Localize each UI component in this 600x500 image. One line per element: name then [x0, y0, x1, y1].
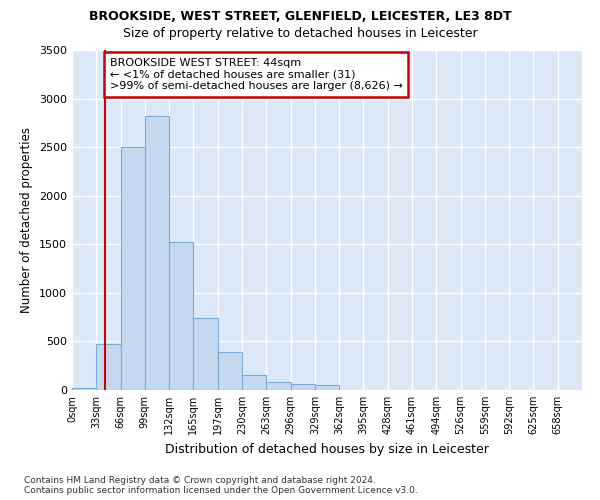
- Bar: [96, 344, 121, 390]
- Y-axis label: Number of detached properties: Number of detached properties: [20, 127, 34, 313]
- X-axis label: Distribution of detached houses by size in Leicester: Distribution of detached houses by size …: [165, 442, 489, 456]
- Bar: [266, 382, 290, 390]
- Bar: [290, 384, 315, 390]
- Bar: [72, 388, 96, 390]
- Bar: [169, 242, 193, 390]
- Bar: [218, 352, 242, 390]
- Text: Contains public sector information licensed under the Open Government Licence v3: Contains public sector information licen…: [24, 486, 418, 495]
- Text: BROOKSIDE WEST STREET: 44sqm
← <1% of detached houses are smaller (31)
>99% of s: BROOKSIDE WEST STREET: 44sqm ← <1% of de…: [110, 58, 403, 91]
- Text: Size of property relative to detached houses in Leicester: Size of property relative to detached ho…: [122, 28, 478, 40]
- Text: BROOKSIDE, WEST STREET, GLENFIELD, LEICESTER, LE3 8DT: BROOKSIDE, WEST STREET, GLENFIELD, LEICE…: [89, 10, 511, 23]
- Text: Contains HM Land Registry data © Crown copyright and database right 2024.: Contains HM Land Registry data © Crown c…: [24, 476, 376, 485]
- Bar: [121, 147, 145, 390]
- Bar: [145, 116, 169, 390]
- Bar: [315, 384, 339, 390]
- Bar: [242, 376, 266, 390]
- Bar: [193, 318, 218, 390]
